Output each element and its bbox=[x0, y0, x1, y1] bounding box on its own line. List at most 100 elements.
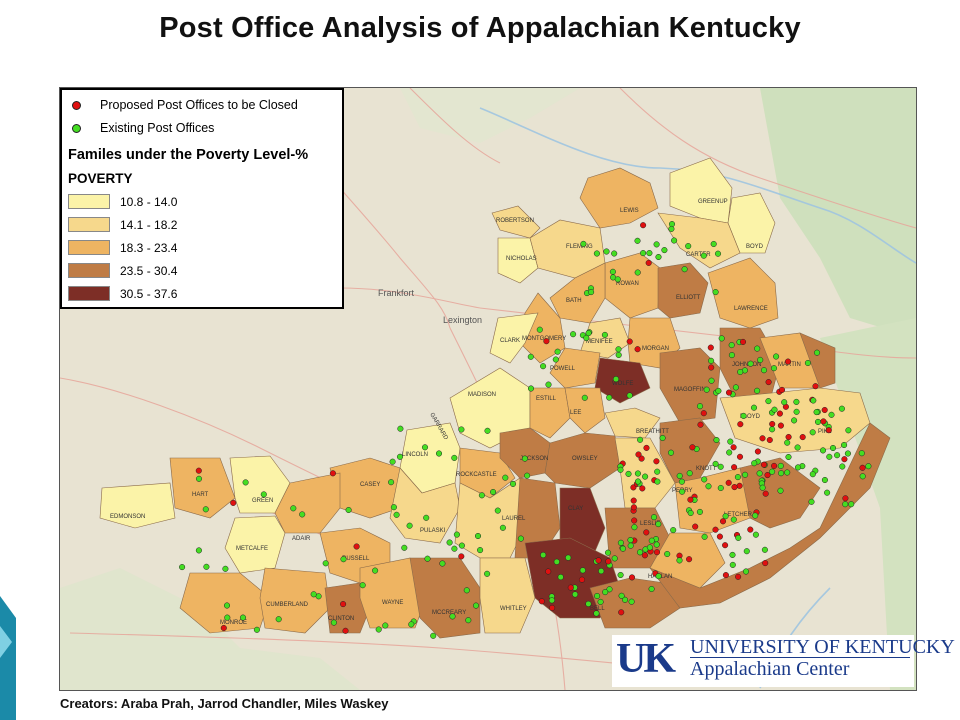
existing-post-office-marker bbox=[813, 409, 820, 416]
existing-post-office-marker bbox=[239, 614, 247, 621]
legend-swatch bbox=[68, 240, 110, 255]
closed-post-office-marker bbox=[842, 495, 849, 502]
existing-post-office-marker bbox=[740, 412, 747, 419]
closed-post-office-marker bbox=[653, 458, 660, 465]
closed-post-office-marker bbox=[687, 496, 694, 503]
existing-post-office-marker bbox=[826, 453, 833, 460]
existing-post-office-marker bbox=[290, 505, 297, 512]
existing-post-office-marker bbox=[754, 387, 761, 394]
existing-post-office-marker bbox=[648, 537, 655, 544]
closed-post-office-marker bbox=[739, 338, 747, 345]
existing-post-office-marker bbox=[453, 531, 460, 538]
closed-post-office-marker bbox=[458, 553, 465, 560]
county-label-jackson: JACKSON bbox=[520, 456, 548, 462]
closed-post-office-marker bbox=[538, 598, 545, 605]
closed-post-office-marker bbox=[230, 499, 237, 506]
existing-post-office-marker bbox=[548, 597, 555, 604]
existing-post-office-marker bbox=[681, 266, 688, 273]
closed-post-office-marker bbox=[626, 338, 633, 345]
existing-post-office-marker bbox=[593, 250, 600, 257]
county-label-lincoln: LINCOLN bbox=[402, 452, 428, 458]
existing-post-office-marker bbox=[179, 564, 186, 571]
existing-post-office-marker bbox=[423, 514, 430, 521]
existing-post-office-marker bbox=[637, 436, 644, 443]
existing-post-office-marker bbox=[636, 549, 644, 556]
existing-post-office-marker bbox=[743, 548, 750, 555]
county-label-morgan: MORGAN bbox=[642, 346, 669, 352]
existing-post-office-marker bbox=[618, 592, 625, 599]
existing-post-office-marker bbox=[375, 626, 382, 633]
existing-post-office-marker bbox=[808, 498, 815, 505]
existing-post-office-marker bbox=[557, 574, 564, 581]
closed-post-office-marker bbox=[692, 523, 699, 530]
closed-post-office-marker bbox=[595, 557, 602, 564]
legend-swatch bbox=[68, 263, 110, 278]
existing-post-office-marker bbox=[585, 330, 592, 337]
existing-post-office-marker bbox=[821, 476, 828, 484]
legend-subtitle: POVERTY bbox=[68, 171, 133, 186]
existing-post-office-marker bbox=[686, 470, 693, 477]
existing-post-office-marker bbox=[631, 524, 638, 531]
slide-title: Post Office Analysis of Appalachian Kent… bbox=[159, 12, 801, 44]
county-label-metcalfe: METCALFE bbox=[236, 546, 268, 552]
existing-post-office-marker bbox=[390, 504, 397, 511]
existing-post-office-marker bbox=[223, 602, 231, 609]
existing-post-office-marker bbox=[580, 240, 587, 247]
closed-post-office-marker bbox=[754, 448, 761, 455]
existing-post-office-marker bbox=[726, 449, 733, 456]
existing-post-office-marker bbox=[606, 586, 613, 593]
existing-post-office-marker bbox=[465, 617, 472, 624]
existing-post-office-marker bbox=[793, 398, 800, 405]
closed-post-office-marker bbox=[195, 467, 202, 474]
closed-post-office-marker bbox=[630, 497, 637, 504]
county-label-cumberland: CUMBERLAND bbox=[266, 602, 309, 608]
existing-post-office-marker bbox=[372, 567, 379, 574]
county-label-pulaski: PULASKI bbox=[420, 528, 446, 534]
existing-post-office-marker bbox=[712, 289, 719, 296]
existing-post-office-marker bbox=[619, 545, 627, 552]
county-label-boyd: BOYD bbox=[746, 244, 764, 250]
existing-post-office-marker bbox=[646, 544, 653, 551]
closed-post-office-marker bbox=[329, 470, 336, 477]
legend-class-label: 10.8 - 14.0 bbox=[120, 195, 178, 209]
legend-swatch bbox=[68, 217, 110, 232]
existing-post-office-marker bbox=[839, 463, 846, 470]
closed-post-office-marker bbox=[643, 529, 650, 536]
county-label-pike: PIKE bbox=[818, 429, 832, 435]
existing-post-office-marker bbox=[626, 392, 633, 399]
legend-class-label: 23.5 - 30.4 bbox=[120, 264, 178, 278]
existing-post-office-marker bbox=[668, 225, 675, 232]
existing-post-office-marker bbox=[727, 438, 734, 445]
closed-post-office-marker bbox=[762, 490, 769, 497]
existing-post-office-marker bbox=[715, 387, 722, 394]
existing-post-office-marker bbox=[602, 589, 609, 596]
closed-post-office-marker bbox=[645, 259, 652, 266]
existing-post-office-marker bbox=[655, 253, 662, 261]
existing-post-office-marker bbox=[737, 368, 744, 376]
county-label-whitley: WHITLEY bbox=[500, 606, 527, 612]
county-label-montgomery: MONTGOMERY bbox=[522, 336, 566, 342]
closed-post-office-marker bbox=[719, 518, 727, 525]
existing-post-office-marker bbox=[275, 616, 282, 623]
existing-post-office-marker bbox=[195, 475, 203, 482]
county-label-lee: LEE bbox=[570, 410, 581, 416]
existing-post-office-marker bbox=[330, 619, 337, 626]
existing-post-office-marker bbox=[606, 394, 613, 401]
existing-post-office-marker bbox=[299, 511, 306, 518]
closed-post-office-marker bbox=[567, 584, 574, 591]
closed-post-office-marker bbox=[689, 444, 696, 451]
existing-post-office-marker bbox=[614, 276, 621, 283]
existing-post-office-marker bbox=[260, 491, 267, 498]
legend-class-label: 14.1 - 18.2 bbox=[120, 218, 178, 232]
closed-post-office-marker bbox=[799, 434, 806, 441]
existing-post-office-marker bbox=[253, 626, 260, 633]
closed-post-office-marker bbox=[725, 479, 732, 486]
existing-post-office-marker bbox=[654, 478, 661, 485]
county-label-casey: CASEY bbox=[360, 482, 380, 488]
closed-post-office-marker bbox=[640, 222, 647, 229]
existing-post-office-marker bbox=[540, 363, 547, 370]
closed-post-office-marker bbox=[812, 383, 819, 390]
existing-post-office-marker bbox=[828, 411, 835, 418]
existing-post-office-marker bbox=[654, 468, 661, 475]
existing-post-office-marker bbox=[729, 561, 736, 568]
